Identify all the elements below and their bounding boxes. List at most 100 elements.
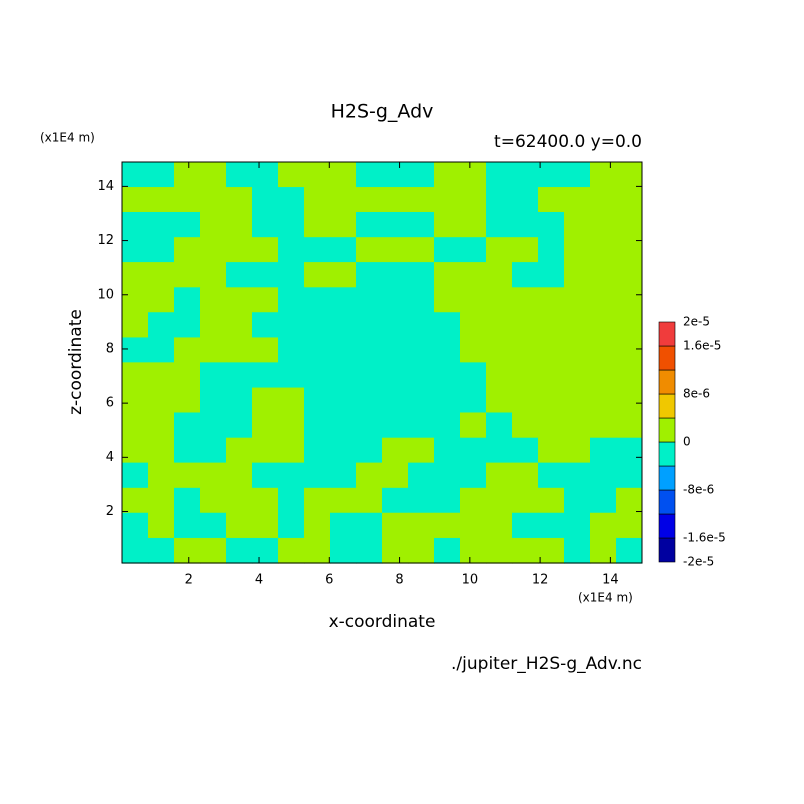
contour-cell (616, 312, 643, 338)
contour-cell (616, 412, 643, 439)
contour-cell (460, 237, 487, 263)
y-axis-label: z-coordinate (66, 309, 86, 415)
contour-cell (226, 487, 253, 514)
contour-cell (564, 337, 591, 364)
contour-cell (174, 487, 201, 514)
contour-cell (330, 187, 357, 213)
x-tick-label: 4 (255, 573, 263, 588)
contour-cell (434, 287, 461, 314)
contour-cell (538, 437, 565, 464)
contour-cell (252, 412, 279, 439)
contour-cell (278, 287, 305, 314)
contour-cell (408, 337, 435, 364)
contour-cell (304, 262, 331, 288)
contour-cell (200, 337, 227, 364)
contour-cell (226, 287, 253, 314)
contour-cell (616, 437, 643, 464)
contour-cell (122, 337, 149, 364)
contour-cell (486, 487, 513, 514)
contour-cell (382, 462, 409, 489)
contour-cell (252, 337, 279, 364)
contour-cell (512, 312, 539, 338)
x-tick-label: 6 (325, 573, 333, 588)
contour-cell (252, 487, 279, 514)
contour-cell (200, 287, 227, 314)
contour-cell (512, 337, 539, 364)
contour-cell (616, 537, 643, 564)
contour-cell (200, 387, 227, 414)
contour-cell (408, 211, 435, 238)
contour-cell (226, 312, 253, 338)
contour-cell (434, 237, 461, 263)
contour-cell (590, 262, 617, 288)
contour-cell (330, 337, 357, 364)
contour-cell (590, 161, 617, 188)
contour-cell (512, 462, 539, 489)
contour-cell (148, 287, 175, 314)
contour-cell (200, 161, 227, 188)
contour-cell (564, 161, 591, 188)
footer: ./jupiter_H2S-g_Adv.nc (451, 654, 642, 674)
colorbar-box (658, 513, 676, 539)
contour-cell (174, 437, 201, 464)
contour-cell (148, 387, 175, 414)
contour-cell (408, 487, 435, 514)
contour-cell (616, 187, 643, 213)
contour-cell (174, 312, 201, 338)
contour-cell (460, 362, 487, 389)
contour-cell (434, 387, 461, 414)
contour-cell (460, 187, 487, 213)
contour-cell (616, 462, 643, 489)
contour-cell (382, 362, 409, 389)
contour-cell (200, 262, 227, 288)
colorbar-label: -8e-6 (683, 483, 714, 497)
contour-cell (616, 512, 643, 539)
y-tick-label: 10 (97, 287, 114, 302)
contour-cell (330, 362, 357, 389)
contour-cell (200, 312, 227, 338)
contour-cell (304, 412, 331, 439)
contour-cell (252, 537, 279, 564)
contour-cell (460, 537, 487, 564)
contour-cell (382, 512, 409, 539)
contour-cell (278, 487, 305, 514)
contour-cell (226, 412, 253, 439)
contour-cell (148, 487, 175, 514)
contour-cell (590, 211, 617, 238)
contour-cell (278, 211, 305, 238)
contour-cell (356, 337, 383, 364)
contour-cell (538, 462, 565, 489)
contour-cell (564, 387, 591, 414)
contour-cell (486, 237, 513, 263)
contour-cell (538, 161, 565, 188)
colorbar-box (658, 489, 676, 515)
contour-cell (486, 211, 513, 238)
contour-cell (616, 161, 643, 188)
contour-cell (564, 412, 591, 439)
contour-cell (382, 161, 409, 188)
contour-cell (512, 161, 539, 188)
contour-cell (252, 362, 279, 389)
contour-cell (226, 237, 253, 263)
y-tick-label: 6 (106, 396, 114, 411)
contour-cell (330, 462, 357, 489)
contour-cell (356, 237, 383, 263)
contour-cell (590, 512, 617, 539)
contour-cell (486, 337, 513, 364)
contour-cell (434, 312, 461, 338)
contour-cell (408, 412, 435, 439)
contour-cell (226, 337, 253, 364)
contour-cell (304, 537, 331, 564)
contour-cell (356, 512, 383, 539)
contour-cell (512, 512, 539, 539)
contour-cell (486, 537, 513, 564)
contour-cell (434, 537, 461, 564)
contour-cell (538, 512, 565, 539)
contour-cell (174, 462, 201, 489)
colorbar-box (658, 465, 676, 491)
contour-cell (226, 462, 253, 489)
contour-cell (382, 211, 409, 238)
contour-cell (226, 187, 253, 213)
x-tick-label: 14 (602, 573, 619, 588)
contour-cell (434, 262, 461, 288)
